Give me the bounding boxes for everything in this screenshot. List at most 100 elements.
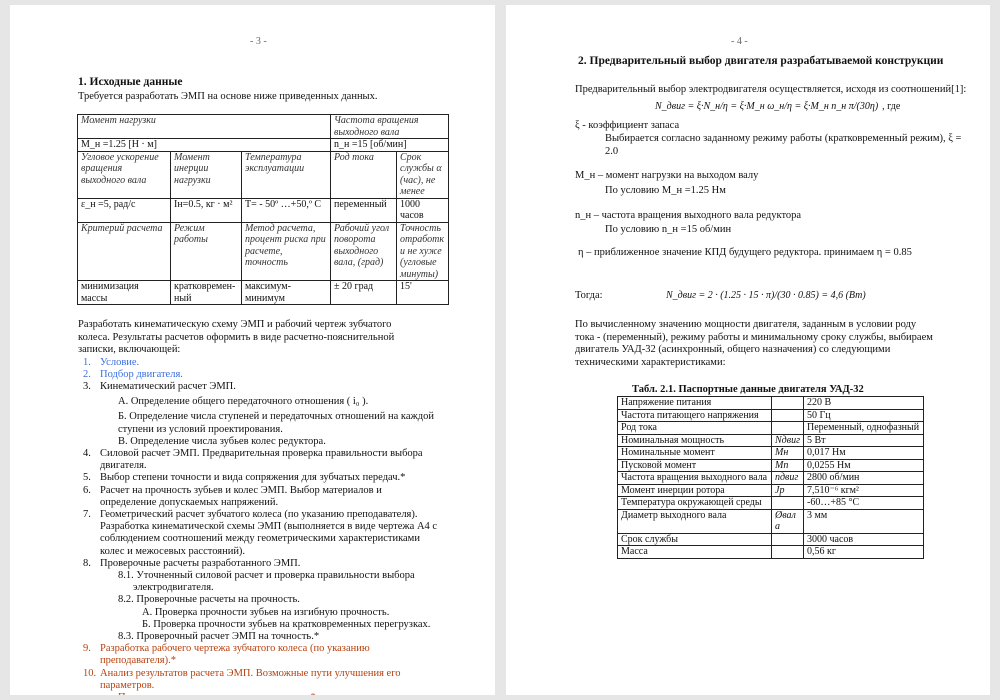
table-row: Срок службы 3000 часов (617, 532, 924, 546)
table-row: Номинальная мощность Nдвиг 5 Вт (617, 433, 924, 447)
then-label: Тогда: (575, 290, 603, 301)
cell: Рабочий угол поворота выходного вала, (г… (330, 221, 397, 281)
item-text: Анализ результатов расчета ЭМП. Возможны… (100, 667, 401, 691)
cell: Род тока (617, 421, 772, 435)
table-row: Температура окружающей среды -60…+85 °C (617, 496, 924, 510)
cell (771, 396, 804, 410)
table-row: Пусковой момент Mп 0,0255 Нм (617, 458, 924, 472)
cell: максимум-минимум (241, 280, 331, 305)
item-number: 9. (83, 643, 91, 655)
table-row: Масса 0,56 кг (617, 545, 924, 559)
formula-line: N_двиг = ξ·N_н/η = ξ·M_н ω_н/η = ξ·M_н n… (575, 100, 975, 113)
conclusion-text: По вычисленному значению мощности двигат… (575, 319, 933, 368)
item-number: 7. (83, 508, 91, 520)
item-text: А. Проверка прочности зубьев на изгибную… (142, 606, 390, 618)
table-row: Частота питающего напряжения 50 Гц (617, 408, 924, 422)
cell: Момент нагрузки (77, 114, 331, 139)
table-title: Табл. 2.1. Паспортные данные двигателя У… (632, 384, 864, 395)
cell: Частота вращения выходного вала (617, 471, 772, 485)
m-value: По условию M_н =1.25 Нм (605, 185, 726, 196)
cell: Nдвиг (771, 433, 804, 447)
item-number: 5. (83, 472, 91, 484)
item-text: А. Определение общего передаточного отно… (118, 396, 369, 408)
cell: 0,017 Нм (803, 446, 924, 460)
item-number: 2. (83, 368, 91, 380)
eta-definition: η – приближенное значение КПД будущего р… (578, 247, 912, 258)
cell: переменный (330, 197, 397, 223)
cell: 15' (396, 280, 449, 305)
list-item: В. Определение числа зубьев колес редукт… (78, 436, 438, 448)
cell: Температура эксплуатации (241, 150, 331, 199)
cell: 50 Гц (803, 408, 924, 422)
cell: M_н =1.25 [Н · м] (77, 138, 331, 152)
item-text: 8.1. Уточненный силовой расчет и проверк… (118, 569, 415, 594)
table-row: Род тока Переменный, однофазный (617, 421, 924, 435)
cell: ± 20 град (330, 280, 397, 305)
input-data-table: Момент нагрузки Частота вращения выходног… (77, 114, 449, 305)
cell (771, 545, 804, 559)
item-text: Проверочные расчеты разработанного ЭМП. (100, 557, 301, 569)
list-item: 3. Кинематический расчет ЭМП. (78, 381, 438, 393)
cell: Пусковой момент (617, 458, 772, 472)
section-heading: 1. Исходные данные (78, 76, 183, 88)
item-text: Условие. (100, 356, 140, 368)
cell: 3000 часов (803, 532, 924, 546)
item-text: Примечание: пункты помеченные знаком «*»… (118, 692, 423, 695)
section-heading: 2. Предварительный выбор двигателя разра… (578, 55, 944, 67)
page-number: - 4 - (731, 36, 748, 47)
m-definition: M_н – момент нагрузки на выходом валу (575, 170, 759, 181)
cell: Диаметр выходного вала (617, 508, 772, 534)
cell: Режим работы (170, 221, 242, 281)
cell: Jр (771, 483, 804, 497)
list-item: 5. Выбор степени точности и вида сопряжен… (78, 472, 438, 484)
cell: 5 Вт (803, 433, 924, 447)
calc-line: Тогда: N_двиг = 2 · (1.25 · 15 · π)/(30 … (575, 289, 975, 302)
cell: Угловое ускорение вращения выходного вал… (77, 150, 171, 199)
table-row: Номинальные момент Mн 0,017 Нм (617, 446, 924, 460)
cell: nдвиг (771, 471, 804, 485)
item-number: 6. (83, 484, 91, 496)
cell: n_н =15 [об/мин] (330, 138, 449, 152)
formula-suffix: , где (882, 101, 901, 112)
cell: -60…+85 °C (803, 496, 924, 510)
list-item: 10. Анализ результатов расчета ЭМП. Возмо… (78, 668, 438, 692)
cell: 2800 об/мин (803, 471, 924, 485)
motor-specs-table: Напряжение питания 220 В Частота питающего… (617, 396, 924, 559)
cell: Момент инерции нагрузки (170, 150, 242, 199)
cell (771, 532, 804, 546)
cell: Mп (771, 458, 804, 472)
item-text: Геометрический расчет зубчатого колеса (… (100, 508, 438, 557)
item-number: 10. (83, 667, 97, 679)
cell: Напряжение питания (617, 396, 772, 410)
page-3-content: 1. Исходные данные Требуется разработать… (77, 75, 458, 695)
n-value: По условию n_н =15 об/мин (605, 224, 732, 235)
n-definition: n_н – частота вращения выходного вала ре… (575, 210, 802, 221)
cell (771, 421, 804, 435)
item-text: Выбор степени точности и вида сопряжения… (100, 472, 406, 484)
list-item: Б. Проверка прочности зубьев на кратковр… (78, 619, 438, 631)
cell: T= - 50º …+50,º C (241, 197, 331, 223)
cell: Срок службы α (час), не менее (396, 150, 449, 199)
cell: 220 В (803, 396, 924, 410)
page-4: - 4 - 2. Предварительный выбор двигателя… (506, 5, 990, 695)
cell: Температура окружающей среды (617, 496, 772, 510)
item-text: Силовой расчет ЭМП. Предварительная пров… (100, 447, 423, 472)
cell: 3 мм (803, 508, 924, 534)
list-item: А. Определение общего передаточного отно… (78, 396, 438, 408)
item-text: Б. Определение числа ступеней и передато… (118, 411, 434, 435)
item-text: Подбор двигателя. (100, 368, 183, 380)
list-item: 1. Условие. (78, 357, 438, 369)
formula: N_двиг = ξ·N_н/η = ξ·M_н ω_н/η = ξ·M_н n… (655, 101, 879, 112)
cell: 1000 часов (396, 197, 449, 223)
cell: Частота вращения выходного вала (330, 114, 449, 139)
list-item: 4. Силовой расчет ЭМП. Предварительная пр… (78, 448, 438, 472)
cell: ε_н =5, рад/с (77, 197, 171, 223)
cell: Род тока (330, 150, 397, 199)
cell: Iн=0.5, кг · м² (170, 197, 242, 223)
item-text: 8.2. Проверочные расчеты на прочность. (118, 594, 300, 606)
list-item: Примечание: пункты помеченные знаком «*»… (78, 692, 438, 695)
item-number: 8. (83, 557, 91, 569)
cell: кратковремен-ный (170, 280, 242, 305)
list-item: 6. Расчет на прочность зубьев и колес ЭМП… (78, 485, 438, 509)
page-4-content: 2. Предварительный выбор двигателя разра… (575, 54, 975, 559)
